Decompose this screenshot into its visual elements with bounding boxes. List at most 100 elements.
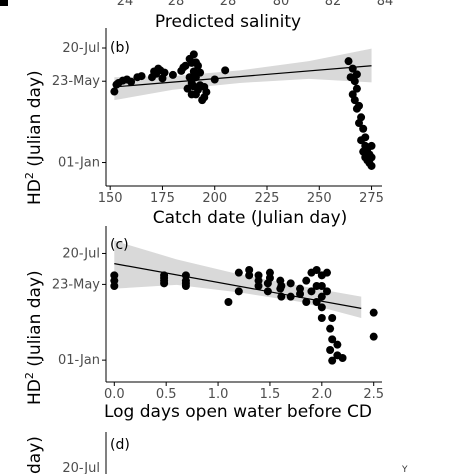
- panel-d-tag: (d): [110, 437, 130, 453]
- data-point: [352, 70, 361, 79]
- panel-b-confidence-band: [114, 48, 372, 101]
- data-point: [110, 87, 119, 96]
- data-point: [352, 84, 361, 93]
- data-point: [367, 141, 376, 150]
- data-point: [355, 101, 363, 110]
- panel-b-y-ticks: 01-Jan 23-May 20-Jul: [52, 41, 106, 171]
- data-point: [350, 77, 359, 86]
- data-point: [277, 282, 286, 290]
- top-panel-remnant: 24 28 28 80 82 84 Predicted salinity: [0, 0, 393, 32]
- panel-d-y-axis-title: day): [25, 436, 45, 474]
- panel-c-points: [110, 266, 378, 365]
- data-point: [296, 284, 305, 293]
- top-panel-edge: [0, 0, 8, 6]
- panel-c-y-ticks: 01-Jan 23-May 20-Jul: [52, 246, 106, 368]
- data-point: [317, 314, 326, 322]
- panel-b: 150 175 200 225 250 275 01-Jan 23-May 20-Jul (b…: [23, 28, 384, 228]
- data-point: [328, 356, 337, 365]
- x-tick-label: 150: [98, 191, 123, 206]
- panel-c-x-axis-title: Log days open water before CD: [104, 402, 372, 422]
- x-tick-label: 175: [150, 191, 175, 206]
- x-tick-label: 1.0: [208, 387, 229, 402]
- data-point: [181, 279, 190, 288]
- x-tick-label: 2.5: [363, 387, 384, 402]
- panel-b-points: [110, 50, 376, 170]
- y-tick-label: 23-May: [52, 277, 100, 292]
- panel-b-tag: (b): [110, 40, 130, 56]
- panel-c-tag: (c): [110, 237, 129, 253]
- panel-b-x-ticks: 150 175 200 225 250 275: [98, 186, 384, 206]
- data-point: [350, 96, 359, 105]
- data-point: [344, 57, 353, 66]
- top-x-axis-title: Predicted salinity: [155, 12, 301, 32]
- data-point: [333, 340, 342, 349]
- y-tick-label: 20-Jul: [62, 246, 100, 261]
- data-point: [210, 75, 219, 84]
- top-x-tick-label: 84: [377, 0, 394, 9]
- panel-b-y-axis-title: HD2 (Julian day): [23, 70, 45, 205]
- data-point: [110, 271, 119, 280]
- x-tick-label: 225: [255, 191, 280, 206]
- data-point: [317, 282, 326, 290]
- panel-c: 0.0 0.5 1.0 1.5 2.0 2.5 01-Jan 23-May 20-Jul (c…: [23, 226, 384, 422]
- x-tick-label: 0.5: [156, 387, 177, 402]
- data-point: [160, 68, 169, 77]
- data-point: [221, 66, 230, 75]
- x-tick-label: 2.0: [311, 387, 332, 402]
- data-point: [254, 271, 263, 280]
- data-point: [323, 268, 332, 277]
- data-point: [357, 113, 366, 122]
- panel-d-y-tick-label: 20-Jul: [62, 461, 100, 474]
- data-point: [110, 282, 119, 290]
- top-x-tick-label: 28: [220, 0, 237, 9]
- panel-c-trend-line: [114, 263, 362, 309]
- panel-d: (d) day) 20-Jul Y: [25, 432, 408, 474]
- data-point: [326, 346, 335, 354]
- x-tick-label: 275: [359, 191, 384, 206]
- data-point: [127, 77, 136, 86]
- data-point: [312, 266, 321, 274]
- panel-b-x-axis-title: Catch date (Julian day): [153, 208, 348, 228]
- y-tick-label: 01-Jan: [58, 156, 100, 171]
- data-point: [202, 88, 211, 97]
- y-tick-label: 01-Jan: [58, 353, 100, 368]
- data-point: [369, 332, 378, 341]
- data-point: [183, 84, 192, 93]
- top-x-tick-label: 24: [117, 0, 134, 9]
- top-x-tick-label: 82: [325, 0, 342, 9]
- data-point: [265, 268, 274, 277]
- x-tick-label: 200: [202, 191, 227, 206]
- data-point: [254, 282, 263, 290]
- panel-c-y-axis-title: HD2 (Julian day): [23, 270, 45, 405]
- data-point: [302, 298, 311, 306]
- top-x-tick-label: 28: [168, 0, 185, 9]
- data-point: [367, 153, 376, 162]
- data-point: [234, 268, 243, 277]
- y-tick-label: 20-Jul: [62, 41, 100, 56]
- data-point: [326, 324, 335, 333]
- top-x-tick-label: 80: [273, 0, 290, 9]
- data-point: [160, 276, 169, 285]
- top-x-ticks: 24 28 28 80 82 84: [117, 0, 394, 9]
- data-point: [338, 354, 347, 362]
- data-point: [317, 303, 326, 312]
- data-point: [181, 61, 190, 70]
- x-tick-label: 0.0: [104, 387, 125, 402]
- data-point: [181, 271, 190, 280]
- data-point: [168, 70, 177, 79]
- data-point: [224, 298, 233, 306]
- data-point: [302, 276, 311, 285]
- data-point: [359, 124, 368, 133]
- data-point: [194, 61, 202, 70]
- data-point: [286, 279, 295, 288]
- data-point: [317, 292, 326, 301]
- data-point: [328, 314, 337, 322]
- data-point: [196, 68, 205, 77]
- data-point: [234, 287, 243, 296]
- data-point: [323, 287, 332, 296]
- data-point: [328, 335, 337, 344]
- data-point: [189, 50, 198, 59]
- x-tick-label: 1.5: [260, 387, 281, 402]
- data-point: [245, 266, 254, 274]
- data-point: [307, 287, 316, 296]
